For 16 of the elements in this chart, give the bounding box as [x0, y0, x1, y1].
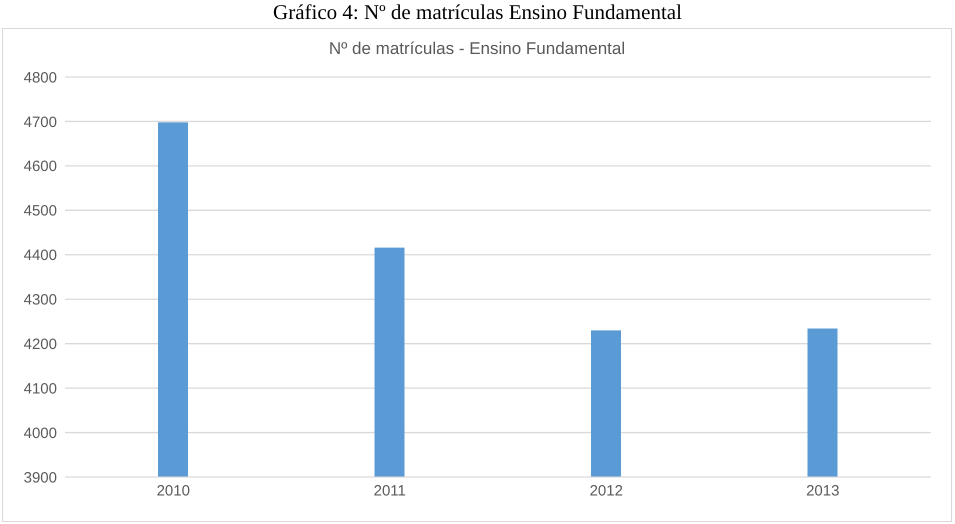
chart-title: Gráfico 4: Nº de matrículas Ensino Fundamental: [272, 0, 683, 24]
y-tick-label: 3900: [24, 469, 57, 486]
y-tick-label: 4200: [24, 336, 57, 353]
y-tick-label: 4100: [24, 380, 57, 398]
x-tick-label: 2010: [156, 482, 190, 500]
x-tick-label: 2011: [374, 482, 406, 500]
y-tick-label: 4000: [24, 424, 57, 442]
y-tick-label: 4400: [24, 247, 57, 264]
y-tick-label: 4500: [24, 202, 57, 220]
y-tick-label: 4800: [24, 69, 57, 86]
y-tick-label: 4600: [24, 158, 57, 176]
x-tick-label: 2012: [590, 482, 623, 500]
chart-subtitle: Nº de matrículas - Ensino Fundamental: [328, 39, 626, 59]
x-tick-label: 2013: [806, 482, 840, 500]
y-tick-label: 4300: [24, 292, 57, 309]
y-tick-label: 4700: [24, 114, 57, 131]
